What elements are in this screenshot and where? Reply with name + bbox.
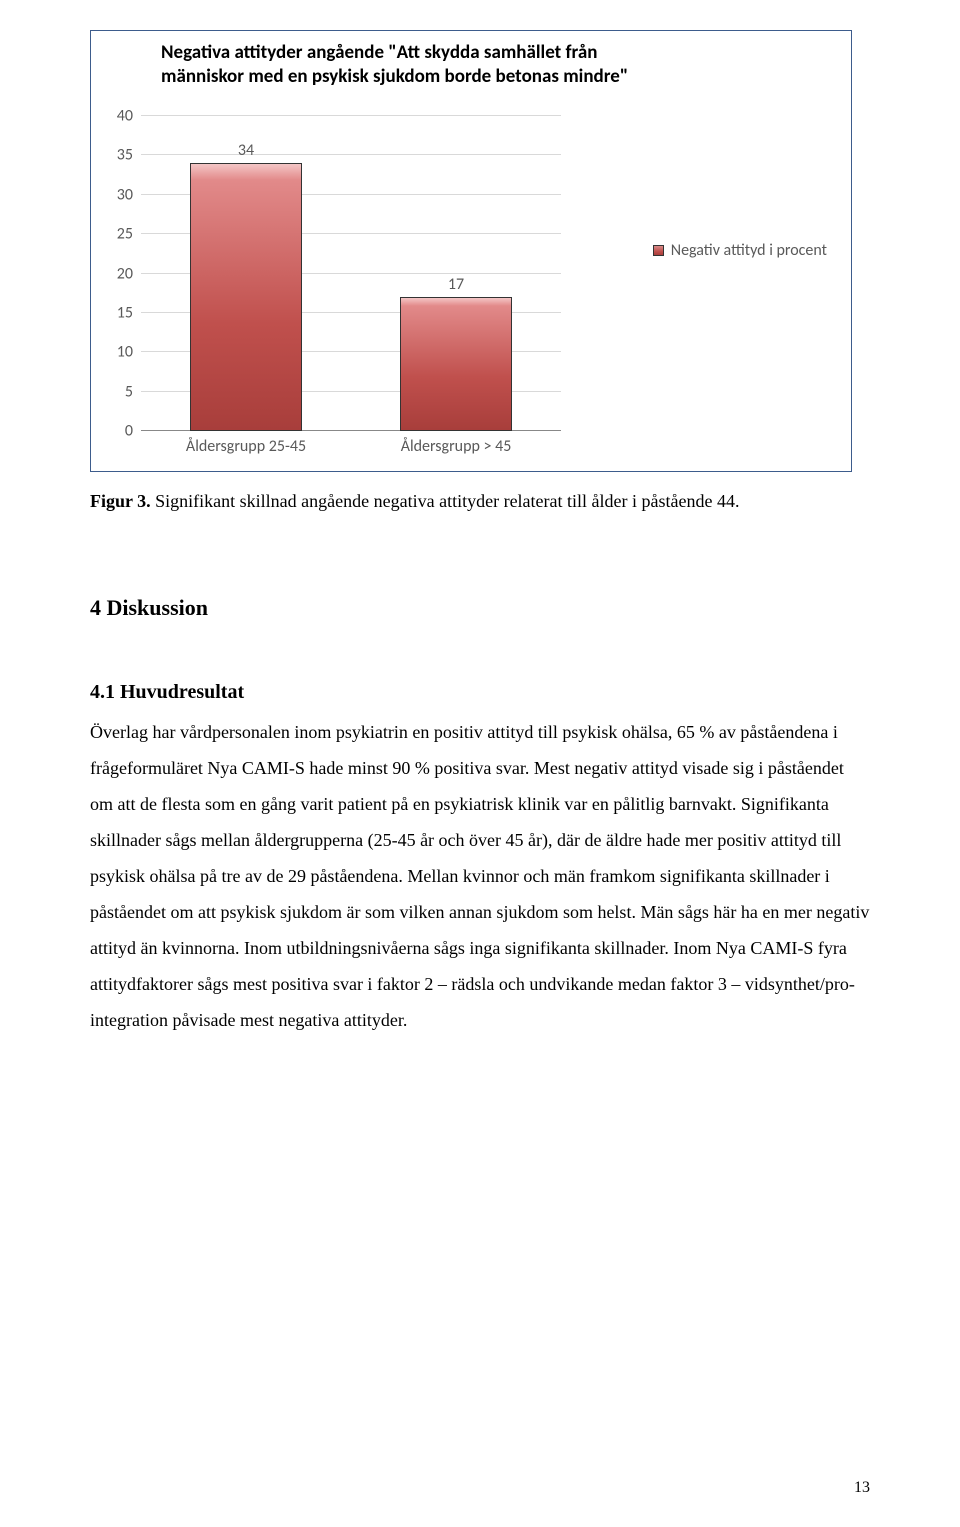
section-heading: 4 Diskussion [90,595,870,621]
y-tick-40: 40 [117,107,141,126]
bar-1: 17 [400,297,512,431]
y-tick-35: 35 [117,146,141,165]
y-tick-20: 20 [117,264,141,283]
page: Negativa attityder angående "Att skydda … [0,0,960,1527]
x-tick-0: Åldersgrupp 25-45 [186,437,306,456]
chart-title: Negativa attityder angående "Att skydda … [161,41,681,89]
figure-caption-lead: Figur 3. [90,491,151,511]
subsection-heading: 4.1 Huvudresultat [90,681,870,704]
y-tick-25: 25 [117,225,141,244]
bar-1-value: 17 [448,275,464,294]
body-paragraph: Överlag har vårdpersonalen inom psykiatr… [90,714,870,1038]
y-tick-5: 5 [125,382,141,401]
x-tick-1: Åldersgrupp > 45 [401,437,512,456]
y-tick-0: 0 [125,422,141,441]
page-number: 13 [854,1479,870,1497]
y-tick-30: 30 [117,185,141,204]
legend-label: Negativ attityd i procent [671,241,827,260]
chart-container: Negativa attityder angående "Att skydda … [90,30,852,472]
plot-area: 40 35 30 25 20 15 10 5 0 34 17 Åldersgru… [141,116,561,431]
legend-swatch [653,245,664,256]
y-tick-15: 15 [117,303,141,322]
bar-0-value: 34 [238,141,254,160]
legend: Negativ attityd i procent [653,241,827,260]
figure-caption: Figur 3. Signifikant skillnad angående n… [90,488,870,515]
y-tick-10: 10 [117,343,141,362]
chart-inner: Negativa attityder angående "Att skydda … [101,41,841,461]
figure-caption-rest: Signifikant skillnad angående negativa a… [151,491,740,511]
bar-0: 34 [190,163,302,431]
